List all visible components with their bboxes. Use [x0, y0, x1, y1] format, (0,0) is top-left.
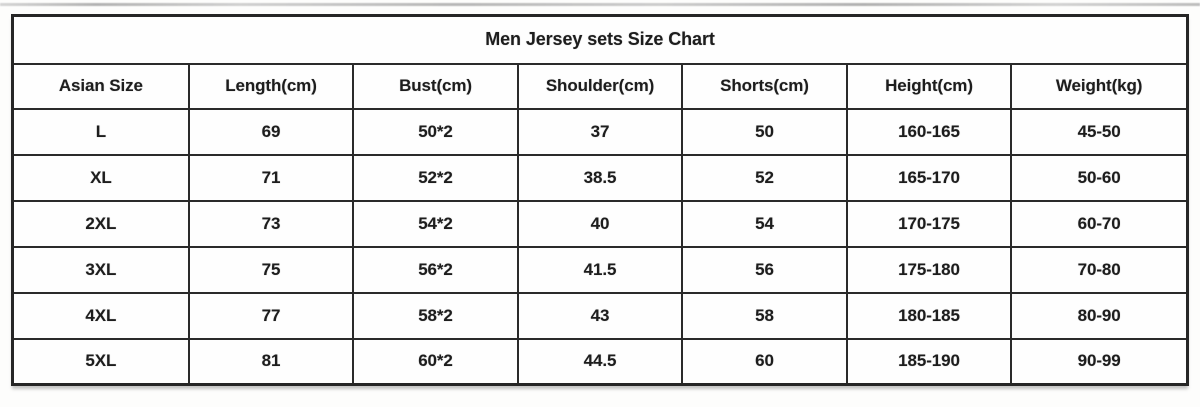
cell-weight: 90-99	[1010, 337, 1189, 386]
cell-weight: 60-70	[1010, 199, 1189, 248]
cell-size: L	[11, 107, 190, 156]
table-row-xl: XL 71 52*2 38.5 52 165-170 50-60	[11, 153, 1189, 202]
table-row-3xl: 3XL 75 56*2 41.5 56 175-180 70-80	[11, 245, 1189, 294]
table-title: Men Jersey sets Size Chart	[11, 14, 1189, 65]
cell-bust: 60*2	[352, 337, 519, 386]
cell-size: 4XL	[11, 291, 190, 340]
header-shoulder: Shoulder(cm)	[516, 62, 684, 110]
table-row-4xl: 4XL 77 58*2 43 58 180-185 80-90	[11, 291, 1189, 340]
cell-shoulder: 44.5	[516, 337, 684, 386]
header-length: Length(cm)	[187, 62, 355, 110]
cell-shorts: 50	[681, 107, 848, 156]
cell-height: 185-190	[845, 337, 1013, 386]
header-shorts: Shorts(cm)	[681, 62, 848, 110]
cell-size: 3XL	[11, 245, 190, 294]
cell-shorts: 60	[681, 337, 848, 386]
cell-shorts: 56	[681, 245, 848, 294]
cell-weight: 50-60	[1010, 153, 1189, 202]
top-artifact-line	[0, 3, 1200, 6]
cell-shorts: 54	[681, 199, 848, 248]
cell-weight: 70-80	[1010, 245, 1189, 294]
cell-bust: 52*2	[352, 153, 519, 202]
cell-shoulder: 41.5	[516, 245, 684, 294]
cell-bust: 54*2	[352, 199, 519, 248]
cell-length: 77	[187, 291, 355, 340]
cell-bust: 50*2	[352, 107, 519, 156]
table-title-row: Men Jersey sets Size Chart	[11, 14, 1189, 65]
size-chart-table: Men Jersey sets Size Chart Asian Size Le…	[11, 14, 1189, 386]
cell-size: 5XL	[11, 337, 190, 386]
cell-height: 175-180	[845, 245, 1013, 294]
cell-height: 170-175	[845, 199, 1013, 248]
header-weight: Weight(kg)	[1010, 62, 1189, 110]
table-row-l: L 69 50*2 37 50 160-165 45-50	[11, 107, 1189, 156]
cell-shoulder: 37	[516, 107, 684, 156]
cell-height: 160-165	[845, 107, 1013, 156]
cell-height: 165-170	[845, 153, 1013, 202]
cell-length: 81	[187, 337, 355, 386]
cell-shorts: 58	[681, 291, 848, 340]
cell-length: 75	[187, 245, 355, 294]
cell-bust: 56*2	[352, 245, 519, 294]
cell-weight: 80-90	[1010, 291, 1189, 340]
header-asian-size: Asian Size	[11, 62, 190, 110]
table-header-row: Asian Size Length(cm) Bust(cm) Shoulder(…	[11, 62, 1189, 110]
cell-size: 2XL	[11, 199, 190, 248]
table-row-2xl: 2XL 73 54*2 40 54 170-175 60-70	[11, 199, 1189, 248]
cell-shorts: 52	[681, 153, 848, 202]
cell-size: XL	[11, 153, 190, 202]
cell-shoulder: 43	[516, 291, 684, 340]
cell-shoulder: 40	[516, 199, 684, 248]
cell-length: 69	[187, 107, 355, 156]
header-bust: Bust(cm)	[352, 62, 519, 110]
cell-length: 71	[187, 153, 355, 202]
cell-height: 180-185	[845, 291, 1013, 340]
cell-weight: 45-50	[1010, 107, 1189, 156]
table-row-5xl: 5XL 81 60*2 44.5 60 185-190 90-99	[11, 337, 1189, 386]
cell-length: 73	[187, 199, 355, 248]
header-height: Height(cm)	[845, 62, 1013, 110]
cell-bust: 58*2	[352, 291, 519, 340]
cell-shoulder: 38.5	[516, 153, 684, 202]
